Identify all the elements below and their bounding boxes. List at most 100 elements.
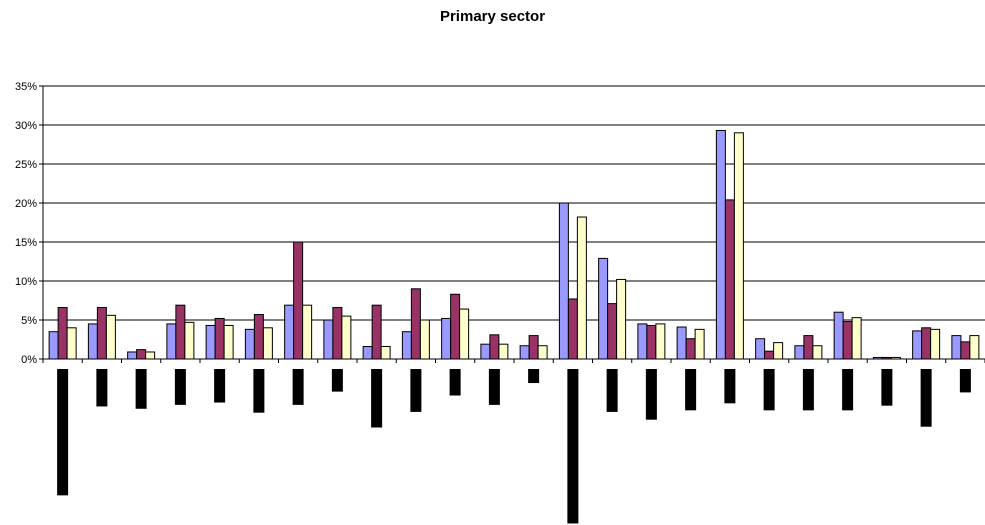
negative-bar: [488, 369, 500, 405]
negative-bar: [57, 369, 69, 496]
bar: [724, 199, 735, 360]
bar: [323, 319, 334, 360]
bar: [567, 298, 578, 360]
y-tick-label: 15%: [15, 237, 37, 249]
bar: [223, 324, 234, 360]
negative-bar: [96, 369, 108, 407]
negative-bar: [881, 369, 893, 406]
negative-bar: [724, 369, 736, 404]
bar: [332, 307, 343, 360]
bar: [145, 351, 156, 360]
negative-bar: [371, 369, 383, 428]
bar: [205, 324, 216, 360]
negative-bar: [135, 369, 147, 409]
bar: [637, 323, 648, 360]
bar: [528, 335, 539, 360]
gridlines: [43, 85, 985, 321]
bar: [214, 317, 225, 360]
bar: [951, 335, 962, 360]
bar: [912, 330, 923, 360]
bar: [833, 311, 844, 360]
bar: [576, 216, 587, 360]
bar: [419, 319, 430, 360]
negative-bar: [174, 369, 186, 405]
bar: [851, 317, 862, 360]
bar: [48, 331, 59, 360]
bar: [441, 317, 452, 360]
bar: [694, 328, 705, 360]
bar: [655, 323, 666, 360]
bar: [57, 307, 68, 360]
negative-bar: [685, 369, 697, 411]
negative-bar: [606, 369, 618, 412]
bar: [450, 293, 461, 360]
bar: [498, 343, 509, 360]
bar: [341, 315, 352, 360]
bar: [253, 314, 264, 360]
bar: [685, 338, 696, 360]
bar: [812, 345, 823, 360]
bar: [459, 308, 470, 360]
bar: [558, 202, 569, 360]
negative-bar: [842, 369, 854, 411]
y-tick-label: 5%: [21, 315, 37, 327]
y-tick-label: 35%: [15, 81, 37, 93]
bar: [66, 327, 77, 360]
negative-bar: [292, 369, 304, 405]
bar: [646, 324, 657, 360]
negative-bar: [214, 369, 226, 403]
negative-bar: [567, 369, 579, 524]
bar: [519, 345, 530, 360]
bar: [794, 345, 805, 360]
bar: [607, 303, 618, 360]
bar: [489, 334, 500, 360]
negative-bar: [920, 369, 932, 427]
y-tick-label: 30%: [15, 120, 37, 132]
bar: [803, 335, 814, 360]
y-tick-label: 20%: [15, 198, 37, 210]
bar: [676, 326, 687, 360]
bar: [127, 351, 138, 360]
negative-bar: [331, 369, 343, 392]
bar: [175, 304, 186, 360]
bars: [48, 129, 980, 524]
bar: [362, 346, 373, 360]
bar: [842, 321, 853, 360]
bar: [371, 304, 382, 360]
bar: [293, 241, 304, 360]
bar: [755, 338, 766, 360]
bar: [105, 314, 116, 360]
negative-bar: [802, 369, 814, 411]
bar: [302, 304, 313, 360]
bar: [480, 343, 491, 360]
axis: [42, 86, 985, 363]
bar: [960, 341, 971, 360]
bar: [616, 278, 627, 360]
bar: [136, 349, 147, 360]
bar: [166, 323, 177, 360]
bar: [921, 327, 932, 360]
bar: [598, 257, 609, 360]
bar: [715, 129, 726, 360]
bar: [96, 307, 107, 360]
bar: [184, 321, 195, 360]
chart-title: Primary sector: [439, 8, 546, 25]
bar: [537, 345, 548, 360]
bar: [733, 132, 744, 360]
y-tick-label: 0%: [21, 354, 37, 366]
bar: [284, 304, 295, 360]
bar: [872, 356, 883, 360]
bar: [244, 328, 255, 360]
negative-bar: [449, 369, 461, 396]
bar: [890, 356, 901, 360]
negative-bar: [528, 369, 540, 384]
bar: [410, 288, 421, 360]
negative-bar: [959, 369, 971, 393]
y-tick-label: 10%: [15, 276, 37, 288]
negative-bar: [253, 369, 265, 413]
negative-bar: [410, 369, 422, 412]
negative-bar: [763, 369, 775, 411]
negative-bar: [645, 369, 657, 420]
bar: [401, 331, 412, 360]
